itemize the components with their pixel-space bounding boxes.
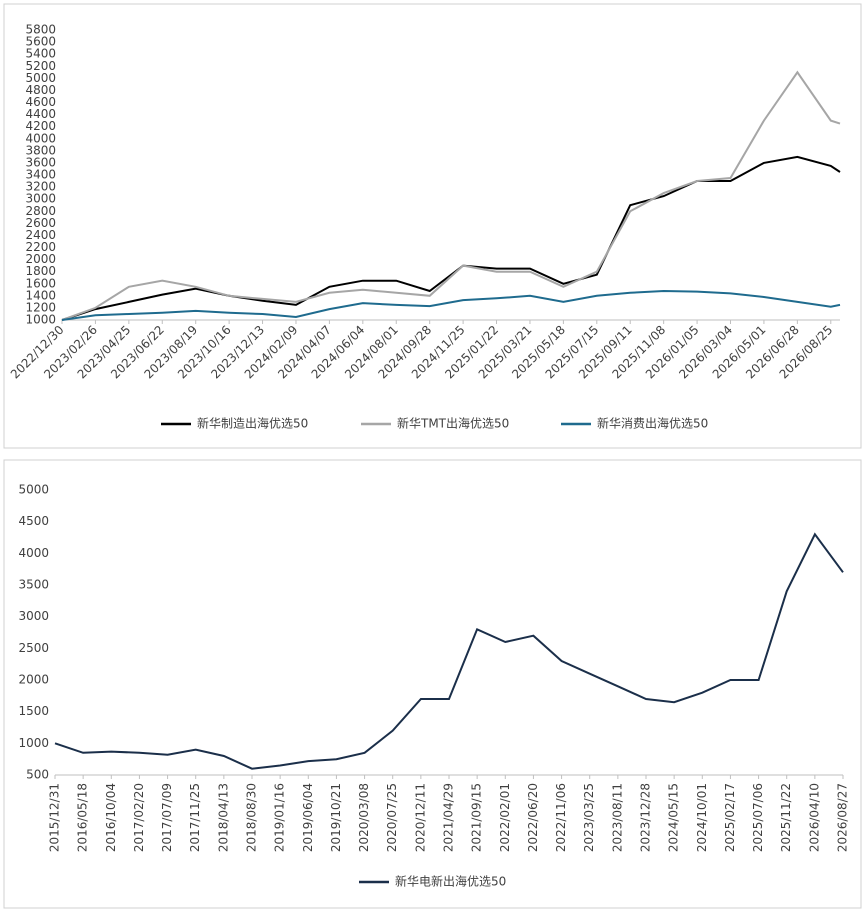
x-tick-label: 2021/09/15 <box>470 783 484 852</box>
x-tick-label: 2022/06/20 <box>526 783 540 852</box>
x-tick-label: 2023/08/11 <box>610 783 624 852</box>
y-tick-label: 1000 <box>18 736 49 750</box>
y-tick-label: 5000 <box>25 71 56 85</box>
x-tick-label: 2019/10/21 <box>329 783 343 852</box>
y-tick-label: 4200 <box>25 119 56 133</box>
y-tick-label: 3500 <box>18 578 49 592</box>
x-tick-label: 2019/01/16 <box>273 783 287 852</box>
legend-label: 新华消费出海优选50 <box>597 416 708 431</box>
y-tick-label: 4600 <box>25 95 56 109</box>
y-tick-label: 1000 <box>25 313 56 327</box>
x-tick-label: 2017/07/09 <box>160 783 174 852</box>
series-line <box>54 532 844 770</box>
y-tick-label: 4000 <box>18 546 49 560</box>
y-tick-label: 1800 <box>25 264 56 278</box>
x-tick-label: 2017/11/25 <box>188 783 202 852</box>
y-tick-label: 4800 <box>25 83 56 97</box>
y-tick-label: 1400 <box>25 288 56 302</box>
y-tick-label: 5600 <box>25 35 56 49</box>
series-line <box>61 155 841 321</box>
y-tick-label: 5000 <box>18 483 49 497</box>
y-tick-label: 1200 <box>25 300 56 314</box>
y-tick-label: 4000 <box>25 131 56 145</box>
y-tick-label: 5800 <box>25 23 56 37</box>
y-tick-label: 500 <box>26 768 49 782</box>
y-tick-label: 5400 <box>25 47 56 61</box>
y-tick-label: 1500 <box>18 704 49 718</box>
x-tick-label: 2023/03/25 <box>582 783 596 852</box>
x-tick-label: 2016/10/04 <box>104 783 118 852</box>
x-tick-label: 2015/12/31 <box>48 783 62 852</box>
series-line <box>61 70 841 321</box>
y-tick-label: 4400 <box>25 107 56 121</box>
y-tick-label: 2600 <box>25 216 56 230</box>
panel-frame <box>3 459 862 909</box>
panel-frame <box>3 3 862 449</box>
y-tick-label: 2000 <box>25 252 56 266</box>
x-tick-label: 2021/04/29 <box>442 783 456 852</box>
x-tick-label: 2018/04/13 <box>216 783 230 852</box>
x-tick-label: 2024/05/15 <box>667 783 681 852</box>
x-tick-label: 2025/02/17 <box>723 783 737 852</box>
x-tick-label: 2025/07/06 <box>751 783 765 852</box>
legend-label: 新华电新出海优选50 <box>395 874 506 889</box>
y-tick-label: 1600 <box>25 276 56 290</box>
x-tick-label: 2020/03/08 <box>357 783 371 852</box>
x-tick-label: 2016/05/18 <box>76 783 90 852</box>
x-tick-label: 2017/02/20 <box>132 783 146 852</box>
x-tick-label: 2022/02/01 <box>498 783 512 852</box>
y-tick-label: 3200 <box>25 180 56 194</box>
x-tick-label: 2026/08/27 <box>836 783 850 852</box>
y-tick-label: 3000 <box>25 192 56 206</box>
x-tick-label: 2024/10/01 <box>695 783 709 852</box>
y-tick-label: 2000 <box>18 673 49 687</box>
y-tick-label: 2200 <box>25 240 56 254</box>
y-tick-label: 3400 <box>25 168 56 182</box>
y-tick-label: 2800 <box>25 204 56 218</box>
x-tick-label: 2018/08/30 <box>245 783 259 852</box>
y-tick-label: 3000 <box>18 609 49 623</box>
x-tick-label: 2026/04/10 <box>807 783 821 852</box>
legend-label: 新华TMT出海优选50 <box>397 416 509 431</box>
y-tick-label: 2500 <box>18 641 49 655</box>
series-line <box>61 289 841 321</box>
x-tick-label: 2020/07/25 <box>385 783 399 852</box>
x-tick-label: 2022/11/06 <box>554 783 568 852</box>
x-tick-label: 2019/06/04 <box>301 783 315 852</box>
y-tick-label: 5200 <box>25 59 56 73</box>
x-tick-label: 2025/11/22 <box>779 783 793 852</box>
x-tick-label: 2020/12/11 <box>413 783 427 852</box>
y-tick-label: 4500 <box>18 514 49 528</box>
y-tick-label: 2400 <box>25 228 56 242</box>
legend-label: 新华制造出海优选50 <box>197 416 308 431</box>
y-tick-label: 3800 <box>25 143 56 157</box>
x-tick-label: 2023/12/28 <box>639 783 653 852</box>
y-tick-label: 3600 <box>25 155 56 169</box>
